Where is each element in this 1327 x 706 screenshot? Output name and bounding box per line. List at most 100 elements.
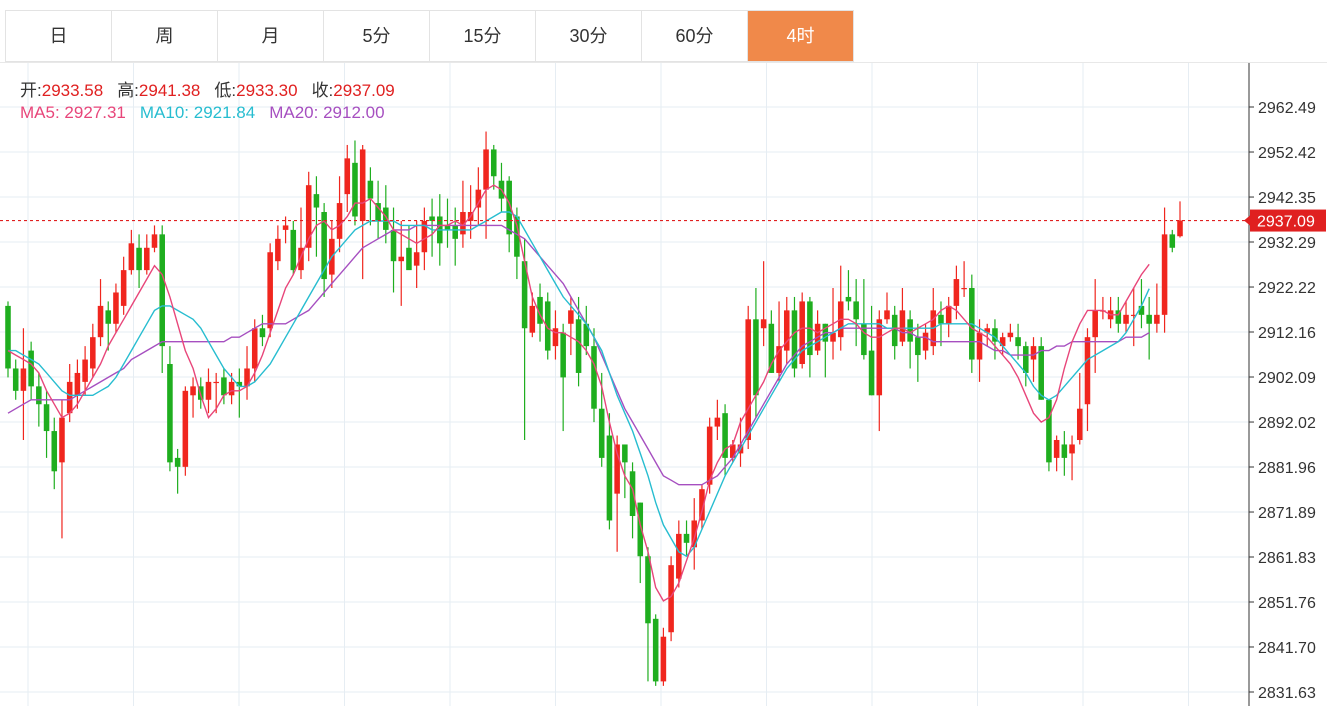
candle-body [668,565,674,633]
ma5-line [7,184,1150,602]
candle-body [799,301,805,365]
candle-body [251,328,258,369]
ma10-line [8,211,1150,558]
y-tick-label: 2871.89 [1258,505,1316,522]
candle-body [645,556,651,624]
candle-body [1069,444,1075,454]
candle-body [221,377,227,396]
candle-body [105,310,112,324]
tab-4hour[interactable]: 4时 [748,11,853,61]
candle-body [390,229,397,262]
candle-body [275,238,281,262]
candle-body [783,310,790,351]
candle-body [614,444,620,494]
last-price-label: 2937.09 [1257,214,1315,231]
tab-month[interactable]: 月 [218,11,324,61]
candle-body [976,332,983,360]
candle-body [1007,332,1014,338]
tab-15min[interactable]: 15分 [430,11,536,61]
candle-body [845,296,852,302]
tab-week[interactable]: 周 [112,11,218,61]
candle-body [537,296,543,324]
candle-body [907,319,913,342]
candle-body [544,301,551,351]
candle-body [421,220,428,253]
y-tick-label: 2922.22 [1258,280,1316,297]
candle-body [1123,314,1129,324]
candle-body [760,319,767,329]
ma20-label: MA20: [269,103,319,122]
candle-body [575,319,582,373]
tab-5min[interactable]: 5分 [324,11,430,61]
candle-body [475,189,482,208]
candle-body [745,319,751,441]
candle-body [259,328,266,338]
candle-body [375,203,381,221]
candle-body [660,636,667,682]
last-price-tag-pointer [1244,215,1250,226]
candle-body [938,314,944,324]
candle-body [1084,337,1091,405]
tab-day[interactable]: 日 [6,11,112,61]
candle-body [791,310,798,369]
y-tick-label: 2841.70 [1258,640,1316,657]
candle-body [213,381,219,384]
candle-body [622,444,628,463]
candle-body [1030,346,1037,360]
candle-body [344,158,351,195]
candle-body [1146,314,1152,324]
candle-body [383,207,389,230]
candle-body [1138,305,1145,315]
candle-body [691,520,698,548]
y-tick-label: 2892.02 [1258,415,1316,432]
candle-body [36,386,42,405]
candle-body [853,301,859,320]
tab-60min[interactable]: 60分 [642,11,748,61]
candle-body [706,426,713,485]
candle-body [591,346,597,409]
candle-body [961,288,967,290]
candle-body [652,618,659,682]
candle-body [205,381,212,400]
ma5-value: 2927.31 [64,103,126,122]
y-tick-label: 2912.16 [1258,325,1316,342]
candle-body [730,444,736,458]
candle-body [113,292,119,324]
close-label: 收: [311,81,334,100]
candle-body [598,408,605,458]
candle-body [683,533,690,543]
y-tick-label: 2942.35 [1258,190,1316,207]
candle-body [1076,408,1083,441]
candle-body [992,328,998,342]
candle-body [282,225,289,230]
candle-body [999,337,1006,347]
candle-body [66,381,73,414]
candle-body [876,319,883,396]
candle-body [74,372,81,396]
y-tick-label: 2962.49 [1258,100,1316,117]
y-tick-label: 2851.76 [1258,595,1316,612]
y-tick-label: 2881.96 [1258,460,1316,477]
candle-body [483,149,489,190]
candle-body [190,386,196,396]
candle-body [460,212,466,235]
candle-body [552,328,559,347]
low-value: 2933.30 [236,81,298,100]
candle-body [267,252,273,329]
y-tick-label: 2902.09 [1258,370,1316,387]
candle-body [228,381,235,396]
candle-body [1154,314,1160,324]
candle-body [1023,346,1029,373]
candle-body [521,261,528,329]
y-tick-label: 2952.42 [1258,145,1316,162]
candle-body [336,203,343,239]
candle-body [714,417,721,427]
candle-body [868,350,875,396]
candle-body [891,314,898,347]
tab-30min[interactable]: 30分 [536,11,642,61]
candle-body [676,533,682,579]
candle-body [915,337,921,356]
candle-body [506,180,512,235]
candle-body [1046,399,1052,463]
